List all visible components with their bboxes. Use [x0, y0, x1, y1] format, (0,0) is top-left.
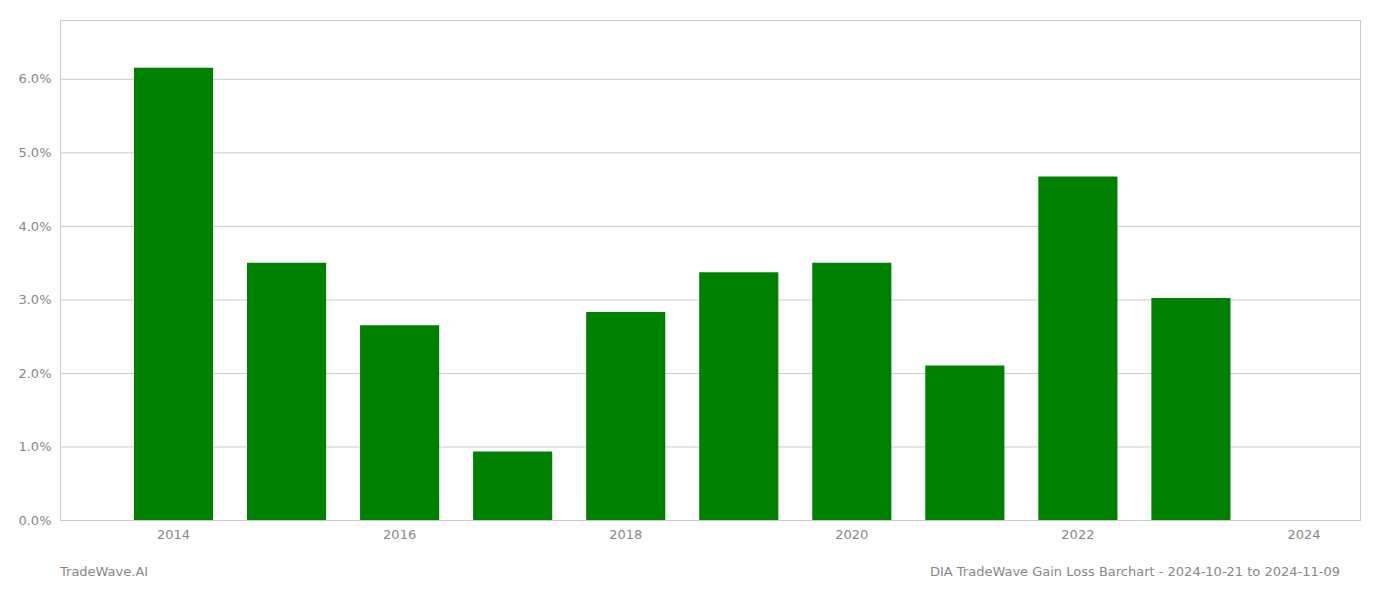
svg-text:6.0%: 6.0% [18, 71, 51, 86]
svg-text:2024: 2024 [1287, 527, 1320, 542]
svg-text:2014: 2014 [157, 527, 190, 542]
html-text:TradeWave.AI: TradeWave.AI [60, 564, 149, 579]
html-text:DIA TradeWave Gain Loss Barcha: DIA TradeWave Gain Loss Barchart - 2024-… [929, 564, 1340, 579]
svg-text:2022: 2022 [1061, 527, 1094, 542]
svg-text:3.0%: 3.0% [18, 292, 51, 307]
svg-text:2020: 2020 [835, 527, 868, 542]
svg-text:5.0%: 5.0% [18, 145, 51, 160]
svg-text:2016: 2016 [383, 527, 416, 542]
svg-text:0.0%: 0.0% [18, 513, 51, 528]
svg-text:4.0%: 4.0% [18, 219, 51, 234]
svg-text:2018: 2018 [609, 527, 642, 542]
svg-text:2.0%: 2.0% [18, 366, 51, 381]
svg-text:1.0%: 1.0% [18, 439, 51, 454]
